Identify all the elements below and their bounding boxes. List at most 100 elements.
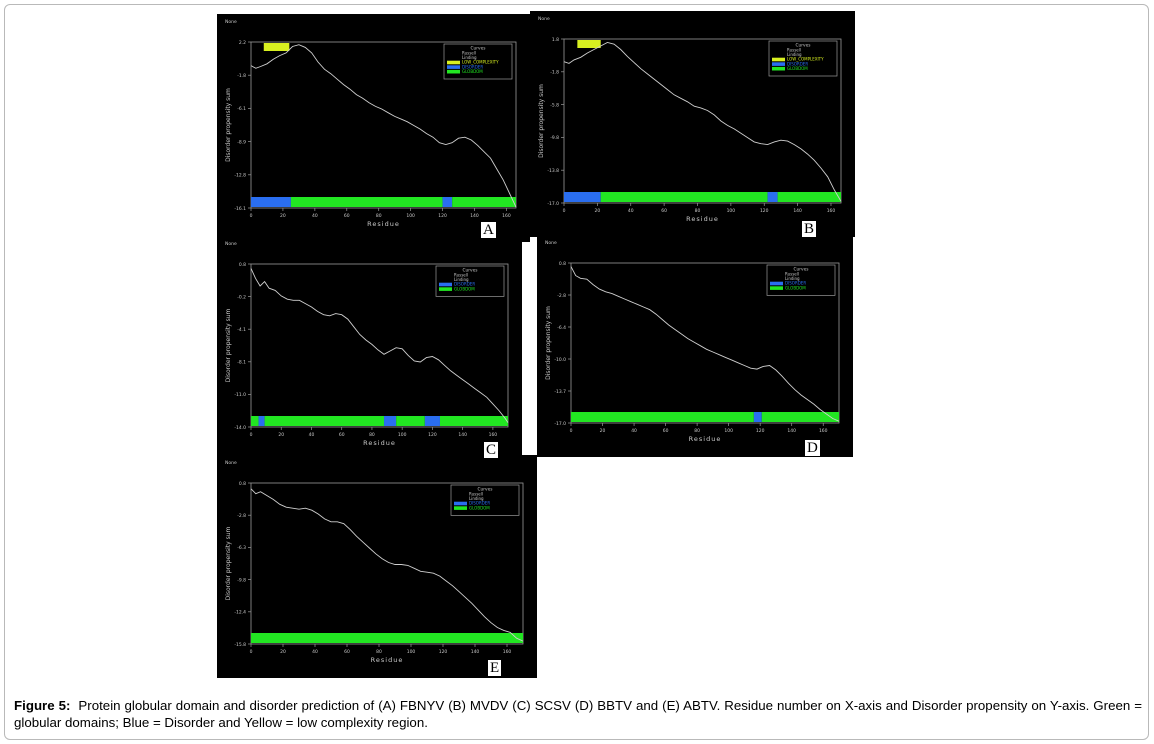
y-tick-label: -6.4 [557, 325, 566, 331]
legend-swatch [770, 281, 783, 286]
x-tick-label: 140 [471, 649, 480, 655]
x-tick-label: 20 [595, 208, 601, 214]
legend-label: LOW_COMPLEXITY [462, 60, 499, 65]
globular-band [452, 197, 516, 207]
globular-band [396, 416, 425, 426]
legend-swatch [454, 506, 467, 510]
legend-label: DISORDER [787, 61, 808, 66]
y-axis-label: Disorder propensity sum [545, 306, 552, 380]
x-tick-label: 60 [663, 428, 669, 434]
legend-swatch [447, 60, 460, 65]
panel-b-chart: None 1.8 -1.8 -5.8 -9.8 -13.8 -17.0 0 20 40 60 80 10… [530, 11, 855, 237]
panel-e-letter: E [488, 660, 502, 676]
disorder-curve [250, 268, 509, 423]
disorder-band [753, 412, 762, 422]
x-tick-label: 160 [827, 208, 836, 214]
legend-title: Curves [463, 268, 479, 274]
legend-swatch [439, 287, 452, 291]
x-tick-label: 80 [694, 428, 700, 434]
y-tick-label: 0.8 [239, 262, 246, 268]
chart-svg: None 1.8 -1.8 -5.8 -9.8 -13.8 -17.0 0 20 40 60 80 10… [538, 16, 842, 223]
x-axis-label: Residue [689, 435, 722, 443]
legend-title: Curves [478, 487, 494, 493]
legend-label: Russell [469, 492, 483, 497]
legend-label: GLOBDOM [469, 505, 490, 510]
y-axis-label: Disorder propensity sum [225, 526, 232, 600]
y-tick-label: -10.0 [554, 357, 566, 363]
disorder-band [767, 192, 778, 202]
x-tick-label: 160 [819, 428, 828, 434]
chart-header: None [225, 241, 237, 247]
legend-box [435, 265, 505, 297]
y-tick-label: -1.8 [550, 70, 559, 76]
y-tick-label: -16.1 [234, 206, 246, 212]
x-tick-label: 120 [428, 432, 437, 438]
legend-swatch [772, 66, 785, 71]
legend-box [450, 484, 520, 516]
legend-label: GLOBDOM [785, 285, 806, 290]
legend-label: Russell [785, 272, 799, 277]
y-tick-label: -9.8 [237, 577, 246, 583]
x-tick-label: 20 [278, 432, 284, 438]
x-tick-label: 0 [250, 432, 253, 438]
disorder-band [384, 416, 397, 426]
legend-label: LOW_COMPLEXITY [787, 57, 824, 62]
chart-svg: None 2.2 -1.8 -6.1 -8.9 -12.8 -16.1 0 20 40 60 80 10… [225, 19, 517, 228]
disorder-curve [563, 42, 842, 202]
chart-svg: None 0.8 -0.2 -4.1 -8.1 -11.0 -14.0 0 20 40 60 80 10… [225, 241, 509, 447]
y-tick-label: -9.8 [550, 135, 559, 141]
y-axis-label: Disorder propensity sum [225, 308, 232, 382]
x-axis-label: Residue [367, 220, 400, 228]
caption-label: Figure 5: [14, 698, 71, 713]
figure-caption: Figure 5: Protein globular domain and dis… [14, 697, 1142, 731]
legend-title: Curves [471, 46, 487, 52]
figure-frame [4, 4, 1149, 740]
legend-label: GLOBDOM [462, 69, 483, 74]
x-tick-label: 0 [250, 213, 253, 219]
legend-swatch [772, 62, 785, 66]
x-tick-label: 120 [760, 208, 769, 214]
disorder-band [564, 192, 601, 202]
y-tick-label: 0.8 [559, 261, 566, 267]
x-axis-label: Residue [371, 656, 404, 664]
x-tick-label: 60 [339, 432, 345, 438]
x-tick-label: 20 [280, 649, 286, 655]
legend-label: DISORDER [454, 282, 475, 287]
x-tick-label: 0 [563, 208, 566, 214]
y-tick-label: -0.2 [237, 294, 246, 300]
x-tick-label: 140 [470, 213, 479, 219]
x-tick-label: 140 [787, 428, 796, 434]
y-tick-label: -5.8 [550, 102, 559, 108]
globular-band [439, 416, 508, 426]
x-tick-label: 0 [250, 649, 253, 655]
x-axis-label: Residue [686, 215, 719, 223]
chart-header: None [538, 16, 550, 22]
plot-frame [250, 41, 517, 209]
legend-label: Linding [469, 496, 484, 501]
globular-band [777, 192, 841, 202]
legend-swatch [770, 286, 783, 290]
x-tick-label: 120 [438, 213, 447, 219]
y-tick-label: 2.2 [239, 40, 246, 46]
y-tick-label: -2.8 [237, 513, 246, 519]
low-complexity-band [263, 43, 290, 51]
x-tick-label: 80 [369, 432, 375, 438]
x-tick-label: 140 [793, 208, 802, 214]
panel-a-letter: A [481, 222, 496, 238]
x-tick-label: 160 [503, 649, 512, 655]
y-tick-label: -14.0 [234, 425, 246, 431]
legend-label: Russell [454, 273, 468, 278]
legend-label: Linding [462, 55, 477, 60]
y-tick-label: 1.8 [552, 37, 559, 43]
chart-svg: None 0.8 -2.8 -6.3 -9.8 -12.4 -15.8 0 20 40 60 80 10… [225, 460, 524, 664]
legend-title: Curves [794, 267, 810, 273]
y-tick-label: -12.4 [234, 610, 246, 616]
y-tick-label: -12.8 [234, 173, 246, 179]
x-tick-label: 100 [727, 208, 736, 214]
x-tick-label: 140 [458, 432, 467, 438]
x-tick-label: 120 [439, 649, 448, 655]
legend-swatch [447, 69, 460, 74]
y-tick-label: -17.0 [547, 201, 559, 207]
chart-header: None [225, 460, 237, 466]
x-tick-label: 100 [406, 213, 415, 219]
